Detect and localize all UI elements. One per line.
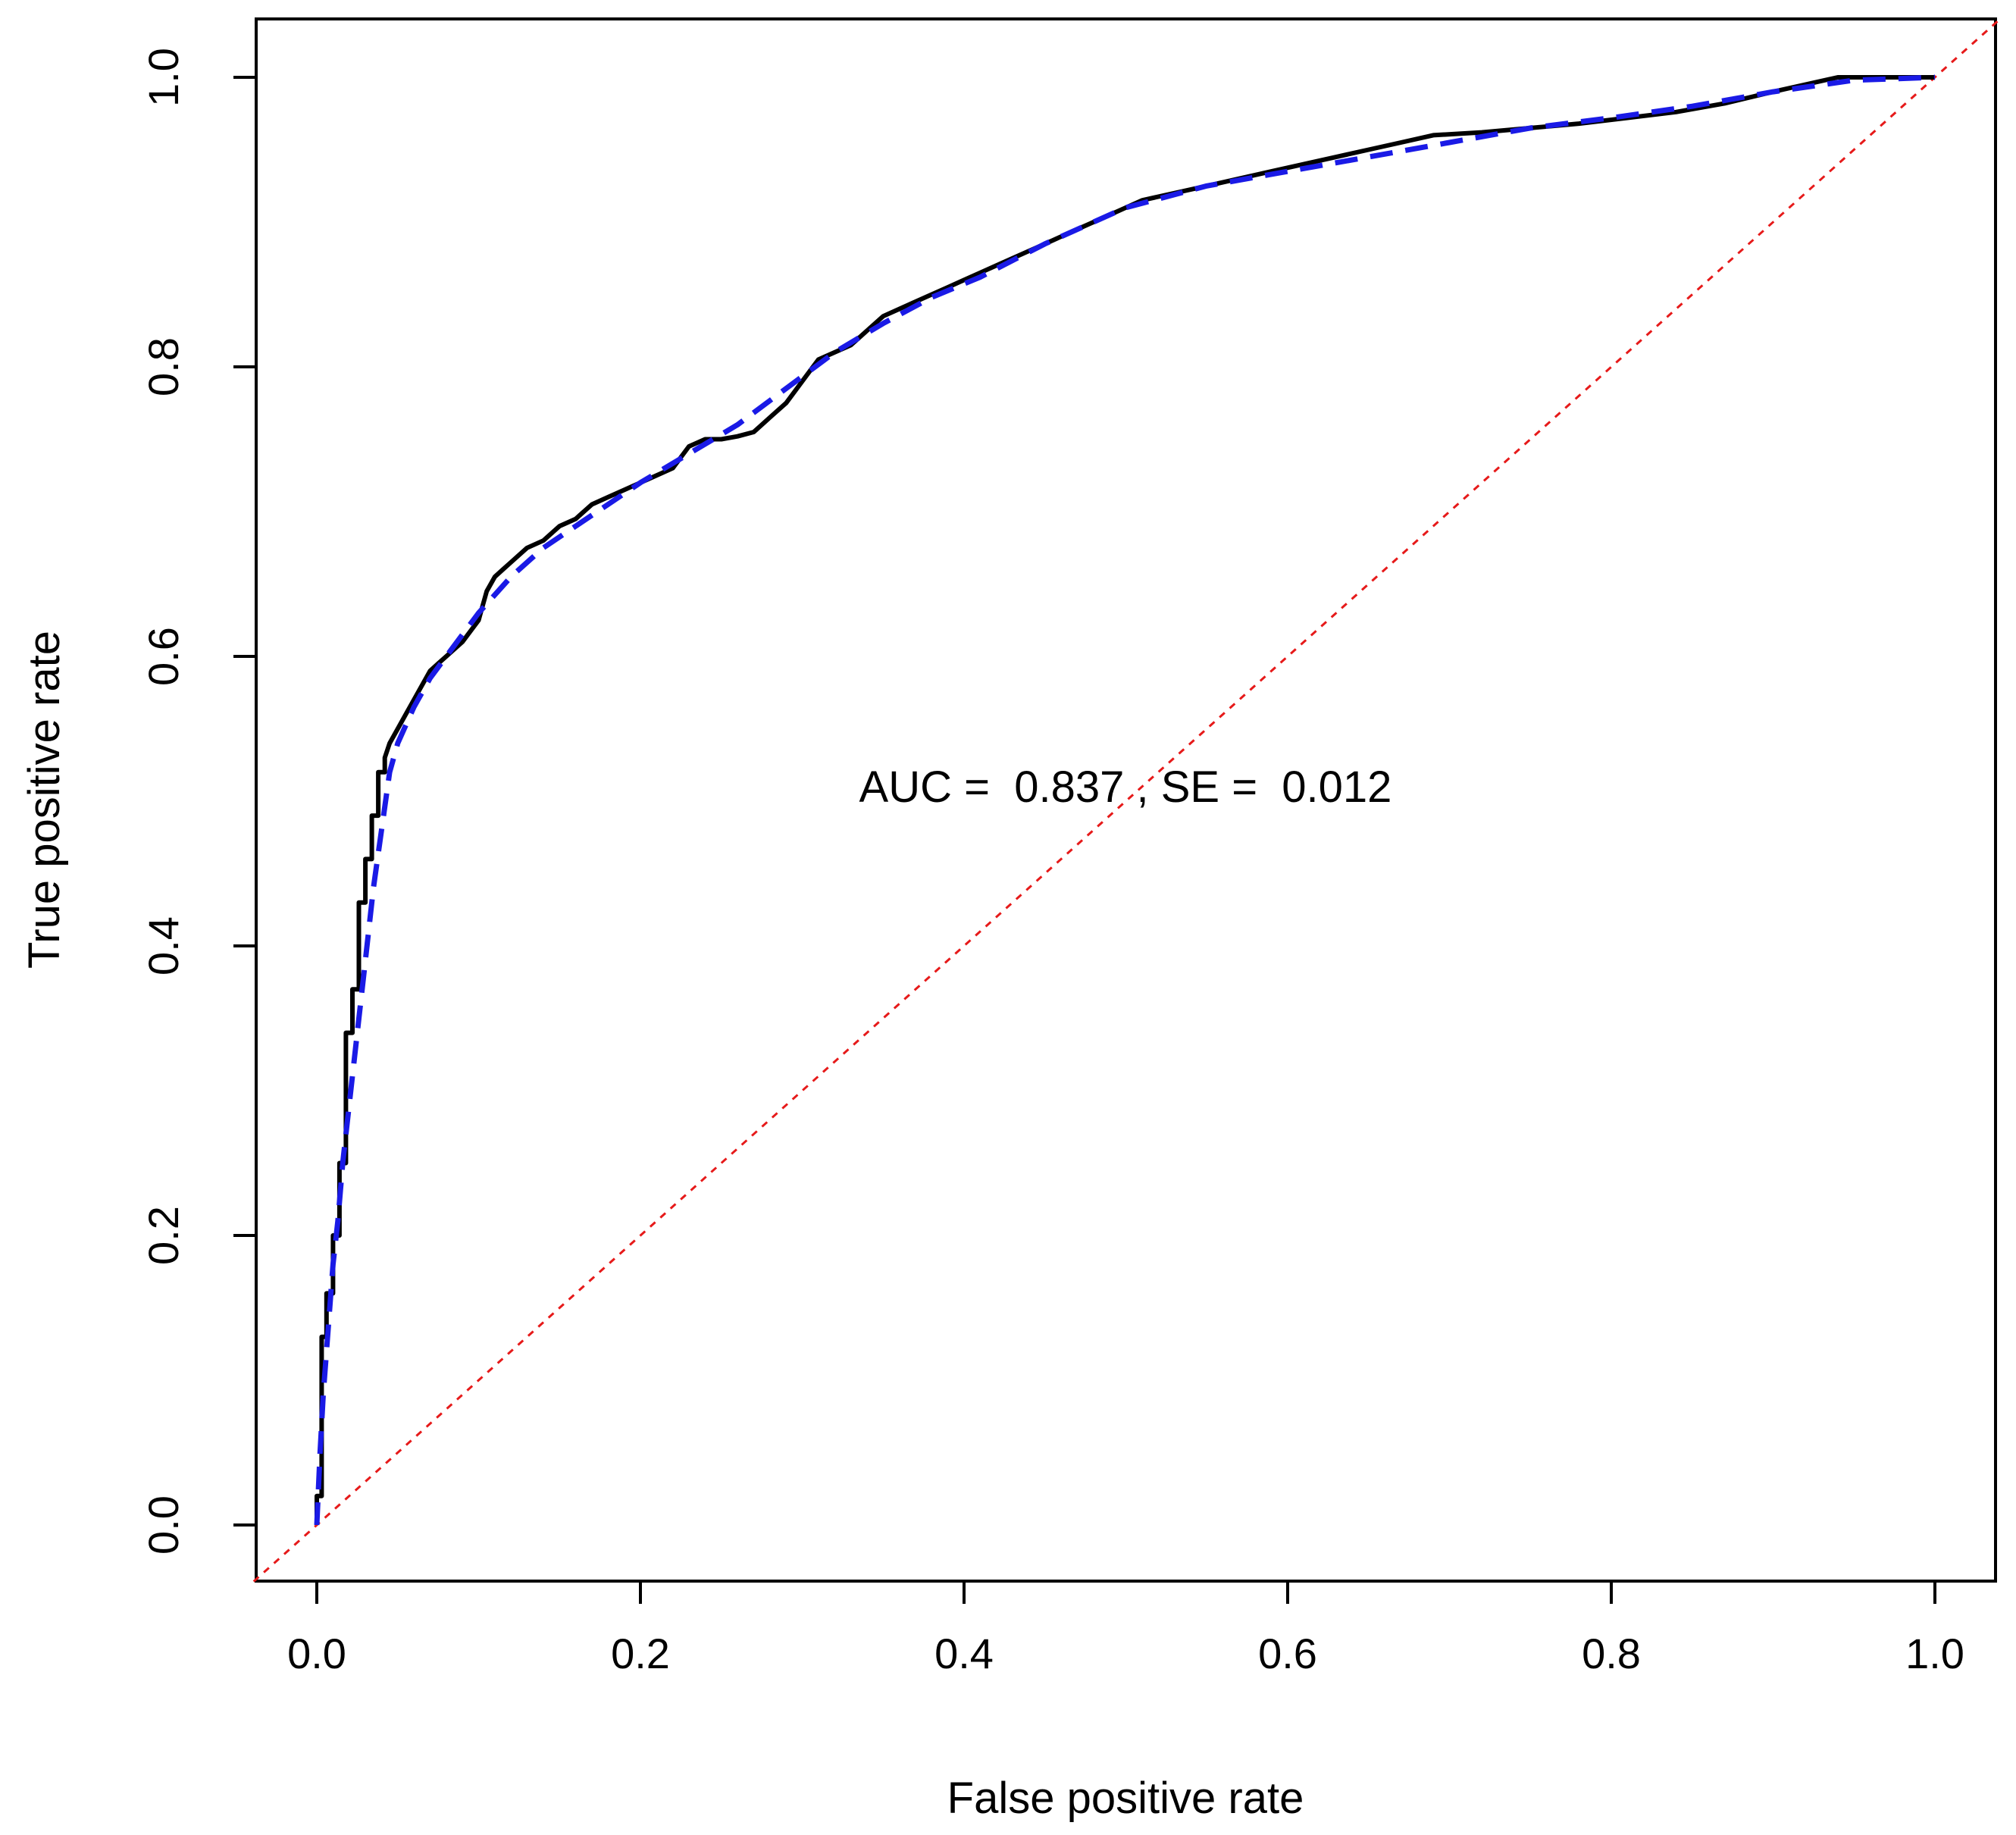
x-tick-label: 0.2	[611, 1630, 670, 1677]
y-tick-label: 0.6	[139, 627, 187, 686]
x-tick-label: 0.6	[1258, 1630, 1317, 1677]
auc-annotation: AUC = 0.837 , SE = 0.012	[859, 762, 1392, 812]
series-line-smooth	[314, 74, 1936, 1526]
x-tick-label: 0.4	[934, 1630, 994, 1677]
series-layer	[252, 20, 1999, 1583]
y-tick-label: 0.8	[139, 337, 187, 396]
y-tick-label: 1.0	[139, 48, 187, 107]
series-line-empirical	[315, 75, 1935, 1525]
y-axis: 0.0 0.2 0.4 0.6 0.8 1.0	[139, 48, 258, 1555]
x-axis-label: False positive rate	[947, 1774, 1304, 1823]
x-tick-label: 0.8	[1582, 1630, 1641, 1677]
y-tick-label: 0.2	[139, 1206, 187, 1265]
y-tick-label: 0.4	[139, 916, 187, 975]
x-tick-label: 1.0	[1905, 1630, 1964, 1677]
x-axis: 0.0 0.2 0.4 0.6 0.8 1.0	[287, 1580, 1964, 1677]
y-axis-label: True positive rate	[20, 631, 69, 969]
y-tick-label: 0.0	[139, 1495, 187, 1555]
x-tick-label: 0.0	[287, 1630, 346, 1677]
